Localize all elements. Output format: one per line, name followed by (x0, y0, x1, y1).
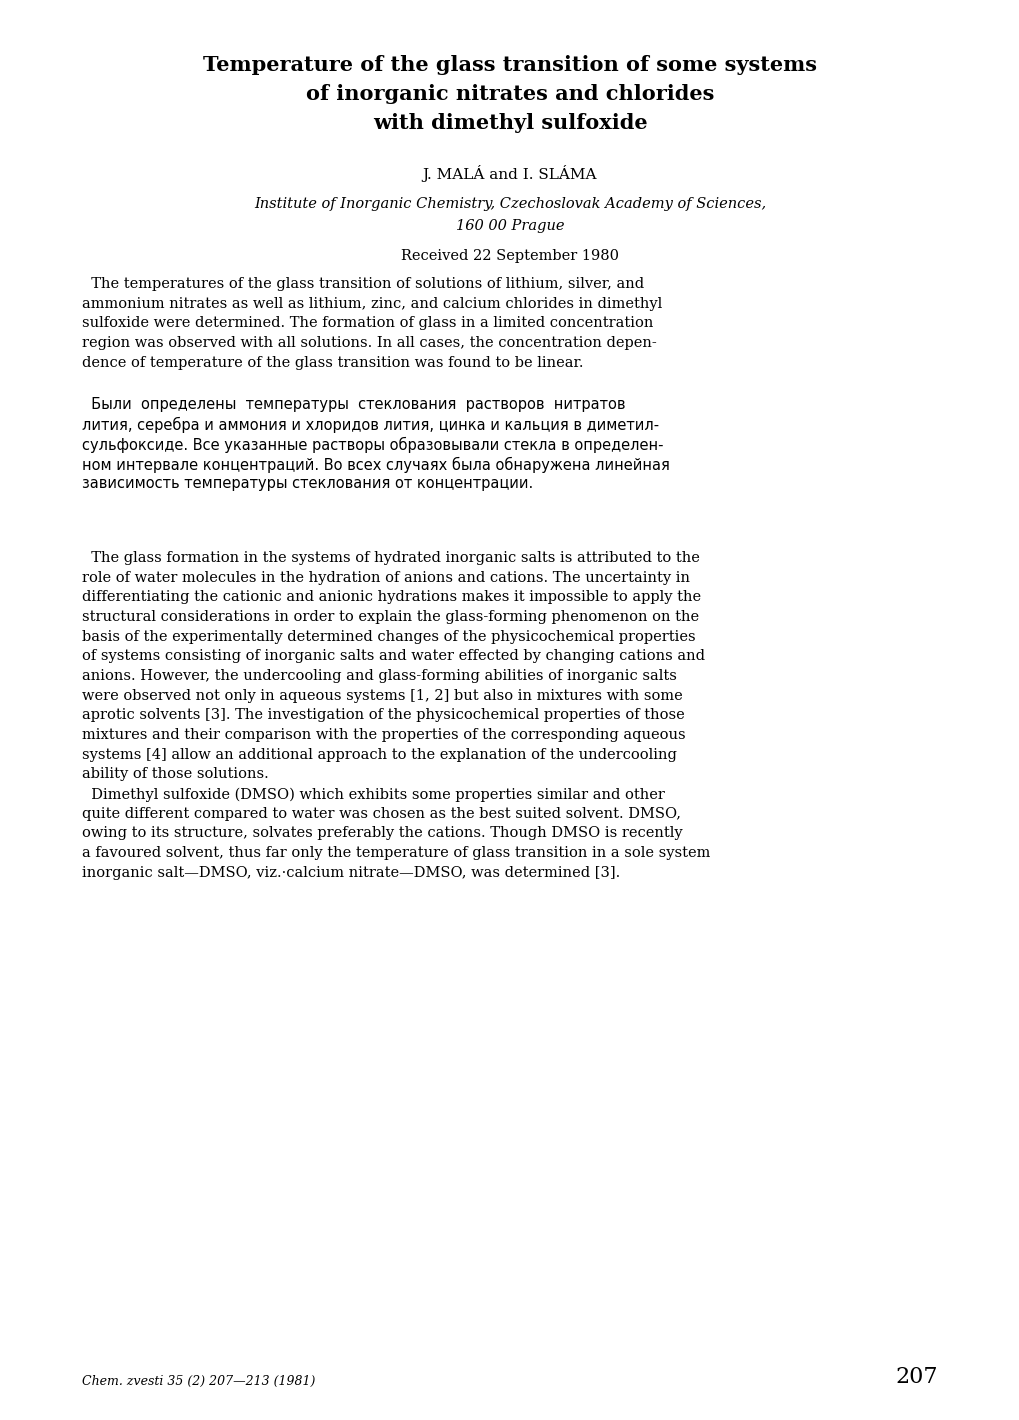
Text: ammonium nitrates as well as lithium, zinc, and calcium chlorides in dimethyl: ammonium nitrates as well as lithium, zi… (82, 297, 661, 311)
Text: of systems consisting of inorganic salts and water effected by changing cations : of systems consisting of inorganic salts… (82, 649, 704, 663)
Text: aprotic solvents [3]. The investigation of the physicochemical properties of tho: aprotic solvents [3]. The investigation … (82, 709, 684, 723)
Text: J. MALÁ and I. SLÁMA: J. MALÁ and I. SLÁMA (422, 165, 597, 182)
Text: a favoured solvent, thus far only the temperature of glass transition in a sole : a favoured solvent, thus far only the te… (82, 846, 709, 861)
Text: The temperatures of the glass transition of solutions of lithium, silver, and: The temperatures of the glass transition… (82, 277, 643, 291)
Text: Были  определены  температуры  стеклования  растворов  нитратов: Были определены температуры стеклования … (82, 398, 625, 412)
Text: structural considerations in order to explain the glass-forming phenomenon on th: structural considerations in order to ex… (82, 611, 698, 623)
Text: лития, серебра и аммония и хлоридов лития, цинка и кальция в диметил-: лития, серебра и аммония и хлоридов лити… (82, 417, 658, 433)
Text: dence of temperature of the glass transition was found to be linear.: dence of temperature of the glass transi… (82, 356, 583, 369)
Text: sulfoxide were determined. The formation of glass in a limited concentration: sulfoxide were determined. The formation… (82, 317, 653, 331)
Text: region was observed with all solutions. In all cases, the concentration depen-: region was observed with all solutions. … (82, 337, 656, 351)
Text: ability of those solutions.: ability of those solutions. (82, 767, 268, 781)
Text: differentiating the cationic and anionic hydrations makes it impossible to apply: differentiating the cationic and anionic… (82, 591, 700, 605)
Text: ном интервале концентраций. Во всех случаях была обнаружена линейная: ном интервале концентраций. Во всех случ… (82, 456, 669, 473)
Text: were observed not only in aqueous systems [1, 2] but also in mixtures with some: were observed not only in aqueous system… (82, 689, 682, 703)
Text: of inorganic nitrates and chlorides: of inorganic nitrates and chlorides (306, 84, 713, 104)
Text: 160 00 Prague: 160 00 Prague (455, 219, 564, 233)
Text: Chem. zvesti 35 (2) 207—213 (1981): Chem. zvesti 35 (2) 207—213 (1981) (82, 1375, 315, 1387)
Text: with dimethyl sulfoxide: with dimethyl sulfoxide (372, 114, 647, 133)
Text: Institute of Inorganic Chemistry, Czechoslovak Academy of Sciences,: Institute of Inorganic Chemistry, Czecho… (254, 197, 765, 212)
Text: basis of the experimentally determined changes of the physicochemical properties: basis of the experimentally determined c… (82, 629, 695, 643)
Text: quite different compared to water was chosen as the best suited solvent. DMSO,: quite different compared to water was ch… (82, 807, 681, 821)
Text: Temperature of the glass transition of some systems: Temperature of the glass transition of s… (203, 55, 816, 75)
Text: Dimethyl sulfoxide (DMSO) which exhibits some properties similar and other: Dimethyl sulfoxide (DMSO) which exhibits… (82, 787, 664, 801)
Text: 207: 207 (895, 1366, 937, 1387)
Text: Received 22 September 1980: Received 22 September 1980 (400, 248, 619, 263)
Text: inorganic salt—DMSO, viz.·calcium nitrate—DMSO, was determined [3].: inorganic salt—DMSO, viz.·calcium nitrat… (82, 866, 620, 880)
Text: role of water molecules in the hydration of anions and cations. The uncertainty : role of water molecules in the hydration… (82, 571, 689, 585)
Text: anions. However, the undercooling and glass-forming abilities of inorganic salts: anions. However, the undercooling and gl… (82, 669, 677, 683)
Text: сульфоксиде. Все указанные растворы образовывали стекла в определен-: сульфоксиде. Все указанные растворы обра… (82, 437, 662, 453)
Text: The glass formation in the systems of hydrated inorganic salts is attributed to : The glass formation in the systems of hy… (82, 551, 699, 565)
Text: зависимость температуры стеклования от концентрации.: зависимость температуры стеклования от к… (82, 476, 533, 491)
Text: mixtures and their comparison with the properties of the corresponding aqueous: mixtures and their comparison with the p… (82, 728, 685, 743)
Text: systems [4] allow an additional approach to the explanation of the undercooling: systems [4] allow an additional approach… (82, 748, 677, 761)
Text: owing to its structure, solvates preferably the cations. Though DMSO is recently: owing to its structure, solvates prefera… (82, 826, 682, 841)
